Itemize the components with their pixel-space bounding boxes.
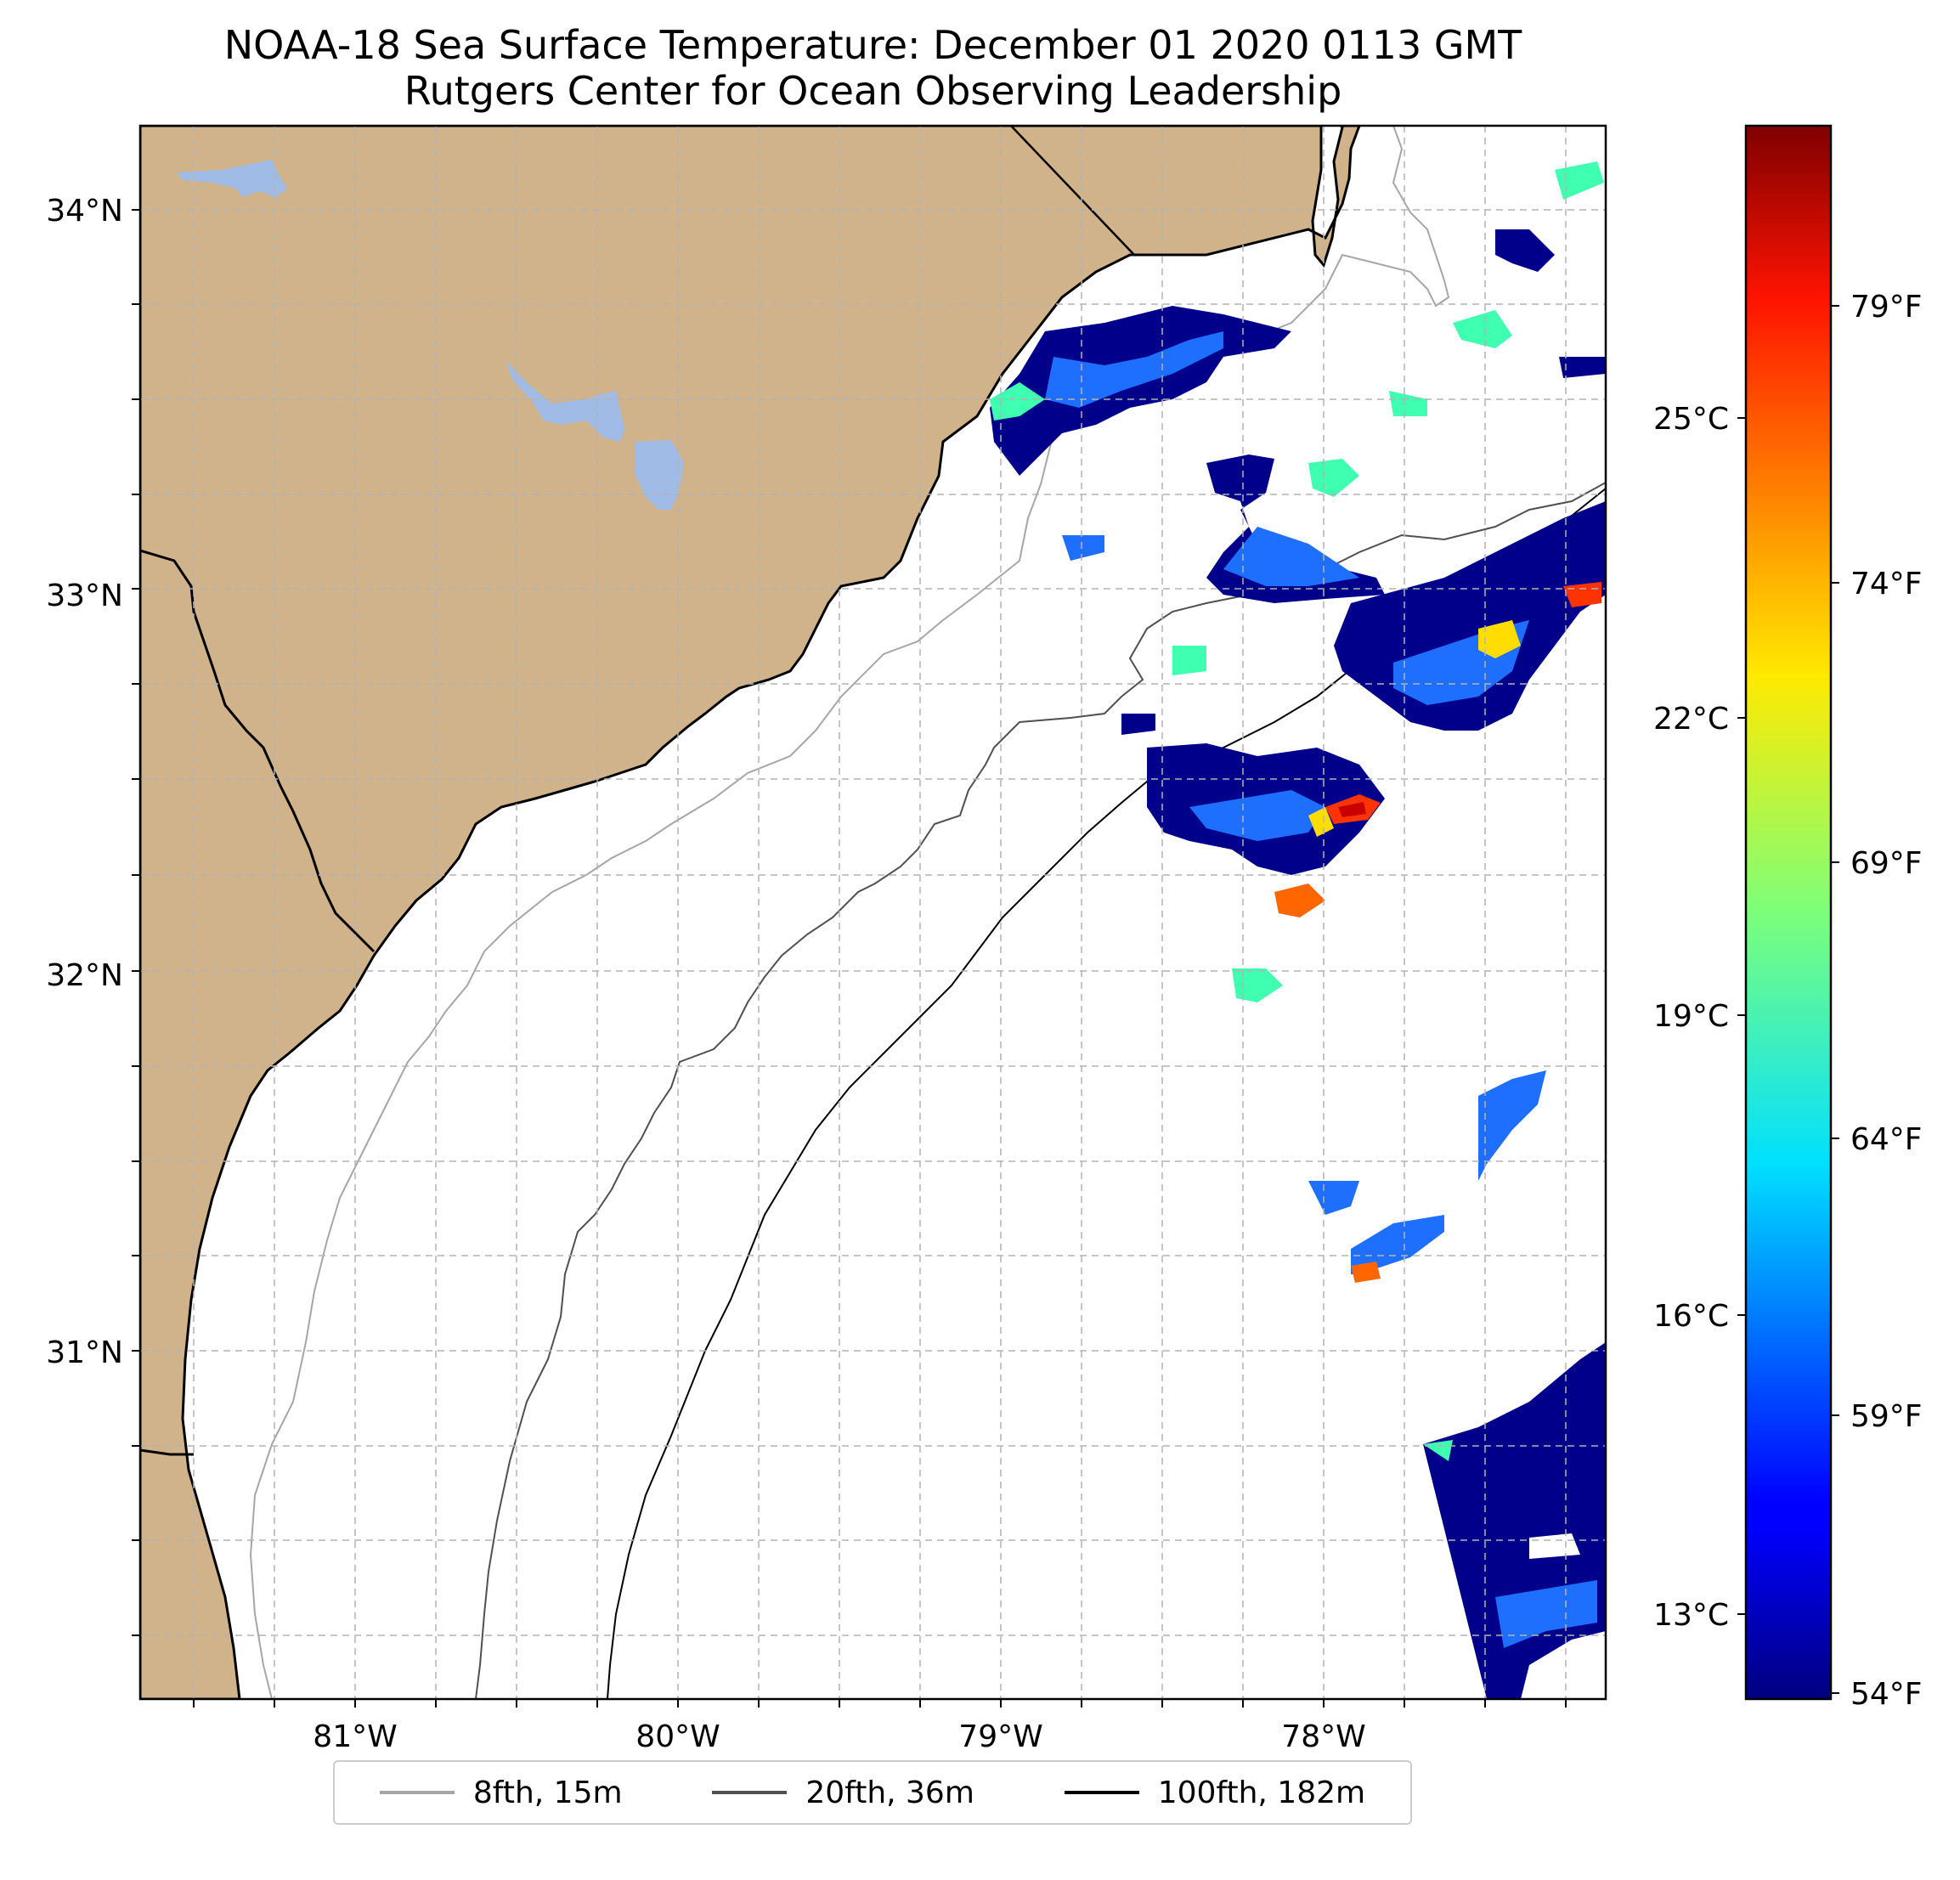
colorbar-fahrenheit-label: 64°F <box>1850 1122 1923 1157</box>
legend-label: 100fth, 182m <box>1157 1775 1366 1810</box>
legend-item-20fth: 20fth, 36m <box>712 1776 974 1810</box>
lat-label: 31°N <box>46 1335 123 1370</box>
colorbar-celsius-label: 22°C <box>1653 702 1729 737</box>
colorbar-fahrenheit-label: 69°F <box>1850 846 1923 881</box>
legend-item-100fth: 100fth, 182m <box>1064 1775 1366 1810</box>
contour-8fth <box>249 126 1450 1699</box>
colorbar-fahrenheit-label: 79°F <box>1850 290 1923 325</box>
map-title: NOAA-18 Sea Surface Temperature: Decembe… <box>223 22 1522 68</box>
lat-label: 32°N <box>46 958 123 993</box>
legend-line-swatch <box>379 1791 455 1794</box>
contour-legend: 8fth, 15m 20fth, 36m 100fth, 182m <box>333 1760 1412 1825</box>
map-subtitle: Rutgers Center for Ocean Observing Leade… <box>404 68 1342 114</box>
legend-line-swatch <box>1064 1791 1139 1794</box>
lon-label: 78°W <box>1281 1719 1365 1754</box>
lat-label: 33°N <box>46 579 123 613</box>
lon-label: 79°W <box>958 1719 1042 1754</box>
land-mass <box>140 126 1361 1699</box>
legend-label: 20fth, 36m <box>805 1775 974 1810</box>
colorbar-celsius-label: 16°C <box>1653 1299 1729 1334</box>
colorbar-fahrenheit-label: 54°F <box>1850 1677 1923 1712</box>
lon-label: 80°W <box>635 1719 720 1754</box>
colorbar-celsius-label: 13°C <box>1653 1598 1729 1633</box>
lake-shape <box>177 160 287 197</box>
colorbar-fahrenheit-label: 74°F <box>1850 567 1923 601</box>
legend-item-8fth: 8fth, 15m <box>379 1775 623 1810</box>
colorbar-fahrenheit-label: 59°F <box>1850 1399 1923 1434</box>
lake-shape <box>506 361 624 442</box>
colorbar-celsius-label: 25°C <box>1653 402 1729 437</box>
legend-label: 8fth, 15m <box>472 1775 623 1810</box>
lon-label: 81°W <box>313 1719 397 1754</box>
lake-shape <box>635 440 684 510</box>
legend-line-swatch <box>712 1791 788 1794</box>
map-frame <box>138 124 1607 1701</box>
lat-label: 34°N <box>46 194 123 229</box>
contour-100fth <box>607 488 1606 1699</box>
colorbar <box>1744 124 1833 1701</box>
sst-data-patches <box>990 161 1606 1699</box>
gridlines <box>140 126 1606 1699</box>
colorbar-celsius-label: 19°C <box>1653 999 1729 1034</box>
